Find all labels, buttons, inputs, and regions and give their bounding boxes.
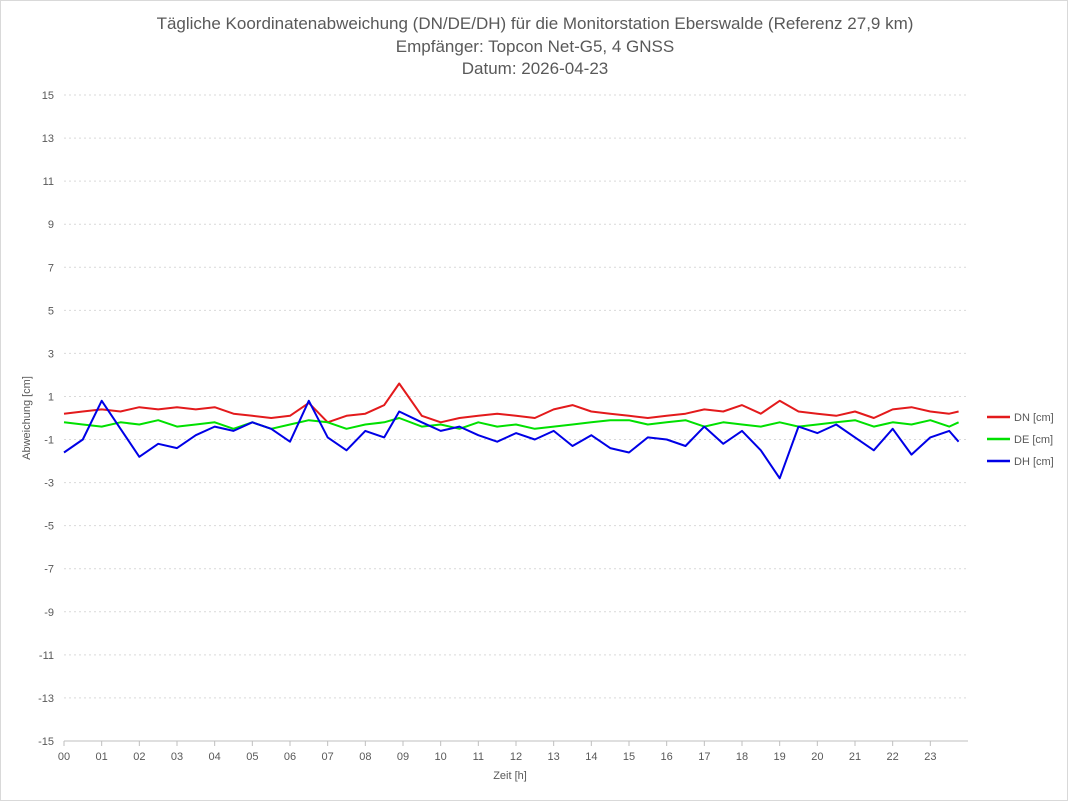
- y-tick-label: 1: [48, 391, 54, 403]
- x-tick-label: 00: [58, 751, 70, 763]
- y-axis-title: Abweichung [cm]: [21, 376, 33, 460]
- legend-label: DH [cm]: [1014, 456, 1054, 468]
- y-tick-label: -7: [44, 564, 54, 576]
- y-tick-label: 5: [48, 305, 54, 317]
- y-tick-label: -3: [44, 478, 54, 490]
- y-tick-label: 3: [48, 348, 54, 360]
- chart-title: Tägliche Koordinatenabweichung (DN/DE/DH…: [156, 14, 914, 33]
- y-tick-label: -15: [38, 736, 54, 748]
- x-tick-label: 01: [96, 751, 108, 763]
- x-tick-label: 13: [548, 751, 560, 763]
- x-tick-label: 09: [397, 751, 409, 763]
- y-tick-label: -9: [44, 607, 54, 619]
- y-tick-label: -11: [39, 650, 54, 662]
- x-tick-label: 21: [849, 751, 861, 763]
- y-tick-label: 13: [42, 133, 54, 145]
- series-line-dh: [63, 399, 960, 480]
- x-tick-label: 20: [811, 751, 823, 763]
- x-tick-label: 04: [209, 751, 221, 763]
- x-tick-label: 03: [171, 751, 183, 763]
- chart-date: Datum: 2026-04-23: [461, 59, 609, 78]
- x-tick-label: 15: [623, 751, 635, 763]
- y-tick-label: -1: [44, 435, 54, 447]
- chart-subtitle: Empfänger: Topcon Net-G5, 4 GNSS: [395, 37, 675, 56]
- x-tick-label: 17: [698, 751, 710, 763]
- y-tick-label: -5: [44, 521, 54, 533]
- grid-layer: [64, 94, 968, 699]
- axis-layer: 15 13 11 9 7 5 3 1 -1 -3 -5 -7 -9 -11 -13 -15 00 01 02 03 04…: [38, 90, 968, 763]
- x-tick-label: 16: [661, 751, 673, 763]
- x-tick-label: 08: [359, 751, 371, 763]
- legend-label: DN [cm]: [1014, 412, 1054, 424]
- x-tick-label: 22: [887, 751, 899, 763]
- x-tick-label: 12: [510, 751, 522, 763]
- series-line-de: [63, 417, 960, 430]
- x-tick-label: 07: [322, 751, 334, 763]
- legend: DN [cm] DE [cm] DH [cm]: [987, 412, 1054, 468]
- y-tick-label: 15: [42, 90, 54, 102]
- series-line-dn: [63, 382, 959, 424]
- legend-label: DE [cm]: [1014, 434, 1053, 446]
- y-tick-label: 11: [43, 176, 54, 188]
- x-tick-label: 18: [736, 751, 748, 763]
- x-tick-label: 10: [435, 751, 447, 763]
- y-tick-label: -13: [38, 693, 54, 705]
- x-tick-label: 06: [284, 751, 296, 763]
- x-tick-label: 02: [133, 751, 145, 763]
- x-tick-label: 14: [585, 751, 597, 763]
- y-tick-label: 7: [48, 262, 54, 274]
- x-tick-label: 05: [246, 751, 258, 763]
- x-tick-label: 11: [473, 751, 484, 763]
- x-tick-label: 19: [774, 751, 786, 763]
- y-tick-label: 9: [48, 219, 54, 231]
- x-tick-label: 23: [924, 751, 936, 763]
- x-axis-title: Zeit [h]: [493, 770, 527, 782]
- series-layer: [63, 382, 960, 480]
